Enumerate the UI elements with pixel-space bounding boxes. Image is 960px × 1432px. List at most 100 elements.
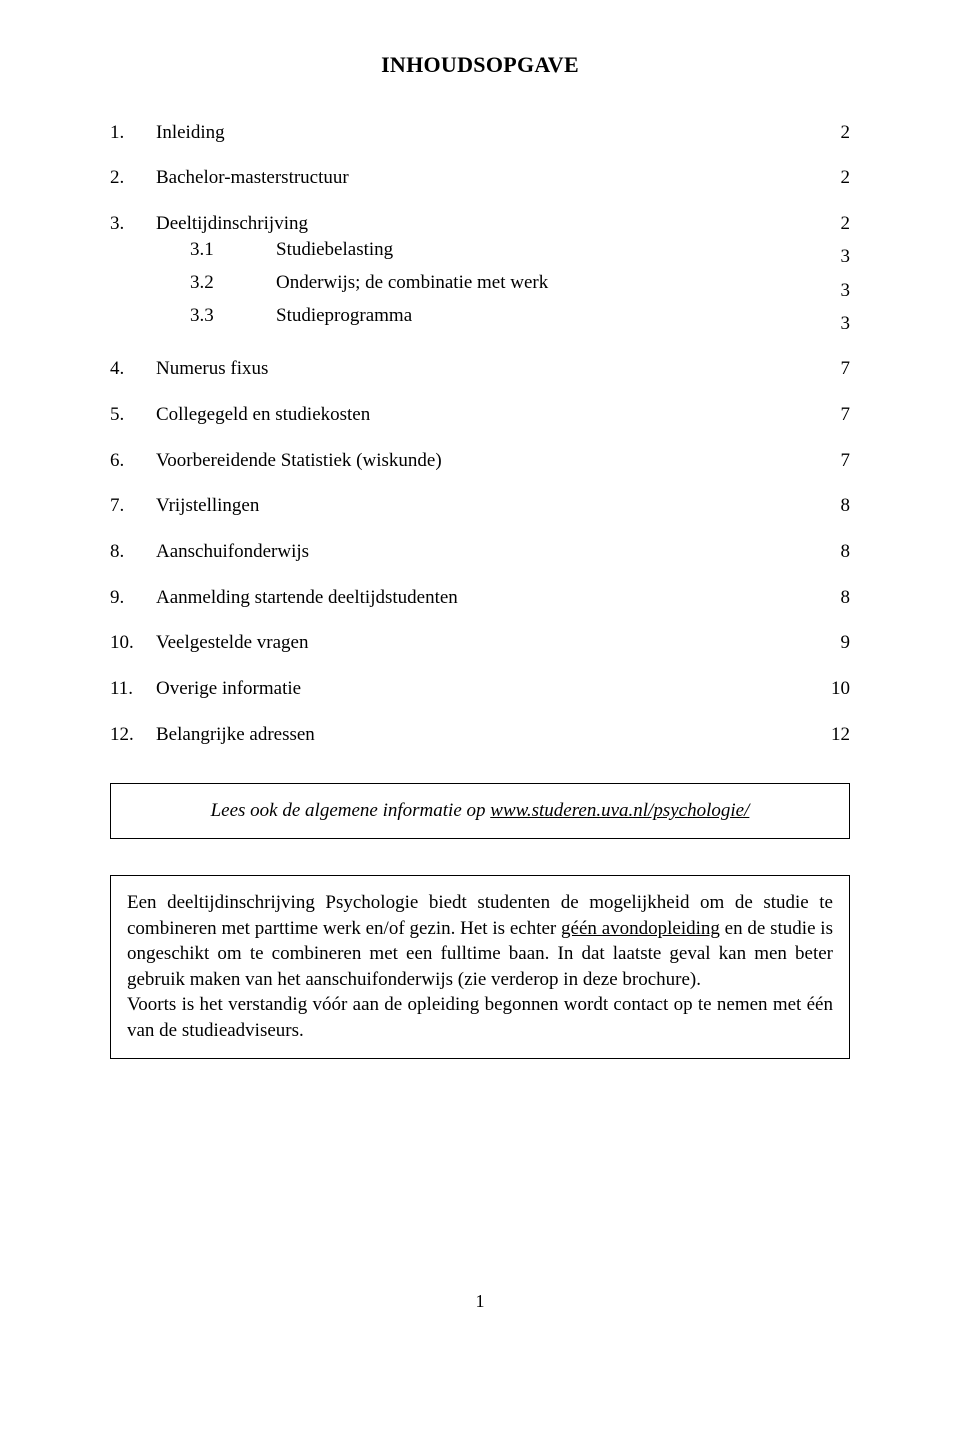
toc-row: 12.Belangrijke adressen 12 [110,722,850,748]
page-number: 1 [110,1289,850,1313]
toc-number: 8. [110,539,156,565]
toc-block: 8.Aanschuifonderwijs 8 [110,539,850,565]
toc-label: Studieprogramma [276,303,412,329]
toc-row: 9.Aanmelding startende deeltijdstudenten… [110,585,850,611]
toc-number: 6. [110,448,156,474]
toc-left: 3.1Studiebelasting [110,237,393,263]
document-page: INHOUDSOPGAVE 1.Inleiding22.Bachelor-mas… [0,0,960,1432]
toc-row: 1.Inleiding 2 [110,120,850,146]
toc-number: 10. [110,630,156,656]
toc-block: 12.Belangrijke adressen 12 [110,722,850,748]
toc-left: 9.Aanmelding startende deeltijdstudenten [110,585,458,611]
toc-number: 3.1 [150,237,276,263]
toc-row: 4.Numerus fixus 7 [110,356,850,382]
toc-number: 3.3 [150,303,276,329]
toc-number: 9. [110,585,156,611]
toc-row: 3.Deeltijdinschrijving 2 [110,211,850,237]
toc-block: 11.Overige informatie 10 [110,676,850,702]
toc-label: Studiebelasting [276,237,393,263]
toc-indent [110,270,150,296]
toc-block: 4.Numerus fixus 7 [110,356,850,382]
toc-row: 5.Collegegeld en studiekosten 7 [110,402,850,428]
toc-page: 2 [810,165,850,191]
toc-page: 2 [810,120,850,146]
toc-label: Numerus fixus [156,356,268,382]
toc-page: 7 [810,448,850,474]
info-box: Een deeltijdinschrijving Psychologie bie… [110,875,850,1059]
toc-label: Belangrijke adressen [156,722,315,748]
toc-page: 3 [810,278,850,304]
toc-left: 3.3Studieprogramma [110,303,412,329]
toc-label: Veelgestelde vragen [156,630,308,656]
toc-page: 2 [810,211,850,237]
toc-indent [110,303,150,329]
callout-link[interactable]: www.studeren.uva.nl/psychologie/ [490,800,749,821]
toc-number: 3. [110,211,156,237]
toc-row: 3.2Onderwijs; de combinatie met werk 3 [110,270,850,303]
toc-label: Bachelor-masterstructuur [156,165,349,191]
toc-left: 4.Numerus fixus [110,356,268,382]
toc-left: 3.Deeltijdinschrijving [110,211,308,237]
toc-page: 8 [810,585,850,611]
toc-number: 5. [110,402,156,428]
toc-page: 12 [810,722,850,748]
toc-page: 3 [810,311,850,337]
toc-number: 12. [110,722,156,748]
toc-left: 2.Bachelor-masterstructuur [110,165,349,191]
toc-left: 1.Inleiding [110,120,225,146]
toc-label: Inleiding [156,120,225,146]
toc-left: 10.Veelgestelde vragen [110,630,308,656]
toc-block: 9.Aanmelding startende deeltijdstudenten… [110,585,850,611]
toc-left: 12.Belangrijke adressen [110,722,315,748]
toc-page: 9 [810,630,850,656]
toc-label: Deeltijdinschrijving [156,211,308,237]
toc-number: 2. [110,165,156,191]
toc-number: 4. [110,356,156,382]
info-underline-1: géén avondopleiding [561,918,720,939]
toc-left: 5.Collegegeld en studiekosten [110,402,370,428]
toc-block: 10.Veelgestelde vragen 9 [110,630,850,656]
toc-page: 8 [810,493,850,519]
toc-row: 2.Bachelor-masterstructuur 2 [110,165,850,191]
toc-row: 6.Voorbereidende Statistiek (wiskunde) 7 [110,448,850,474]
toc-page: 7 [810,402,850,428]
toc-block: 5.Collegegeld en studiekosten 7 [110,402,850,428]
toc-left: 6.Voorbereidende Statistiek (wiskunde) [110,448,442,474]
toc-row: 3.3Studieprogramma 3 [110,303,850,336]
toc-label: Voorbereidende Statistiek (wiskunde) [156,448,442,474]
toc-number: 7. [110,493,156,519]
toc-label: Vrijstellingen [156,493,259,519]
toc-page: 8 [810,539,850,565]
toc-left: 3.2Onderwijs; de combinatie met werk [110,270,548,296]
table-of-contents: 1.Inleiding22.Bachelor-masterstructuur23… [110,120,850,748]
toc-block: 7.Vrijstellingen 8 [110,493,850,519]
toc-block: 3.Deeltijdinschrijving23.1Studiebelastin… [110,211,850,336]
toc-row: 3.1Studiebelasting 3 [110,237,850,270]
toc-left: 11.Overige informatie [110,676,301,702]
toc-label: Collegegeld en studiekosten [156,402,370,428]
callout-prefix: Lees ook de algemene informatie op [211,800,491,821]
toc-page: 10 [810,676,850,702]
toc-left: 8.Aanschuifonderwijs [110,539,309,565]
toc-row: 10.Veelgestelde vragen 9 [110,630,850,656]
toc-row: 11.Overige informatie 10 [110,676,850,702]
toc-left: 7.Vrijstellingen [110,493,259,519]
toc-label: Overige informatie [156,676,301,702]
toc-row: 7.Vrijstellingen 8 [110,493,850,519]
info-text-3: Voorts is het verstandig vóór aan de opl… [127,994,833,1041]
page-title: INHOUDSOPGAVE [110,50,850,80]
toc-number: 3.2 [150,270,276,296]
toc-block: 6.Voorbereidende Statistiek (wiskunde) 7 [110,448,850,474]
toc-block: 2.Bachelor-masterstructuur 2 [110,165,850,191]
toc-label: Onderwijs; de combinatie met werk [276,270,548,296]
toc-number: 1. [110,120,156,146]
toc-block: 1.Inleiding 2 [110,120,850,146]
toc-label: Aanschuifonderwijs [156,539,309,565]
toc-indent [110,237,150,263]
toc-label: Aanmelding startende deeltijdstudenten [156,585,458,611]
callout-box: Lees ook de algemene informatie op www.s… [110,783,850,839]
toc-row: 8.Aanschuifonderwijs 8 [110,539,850,565]
toc-number: 11. [110,676,156,702]
toc-page: 3 [810,244,850,270]
toc-page: 7 [810,356,850,382]
